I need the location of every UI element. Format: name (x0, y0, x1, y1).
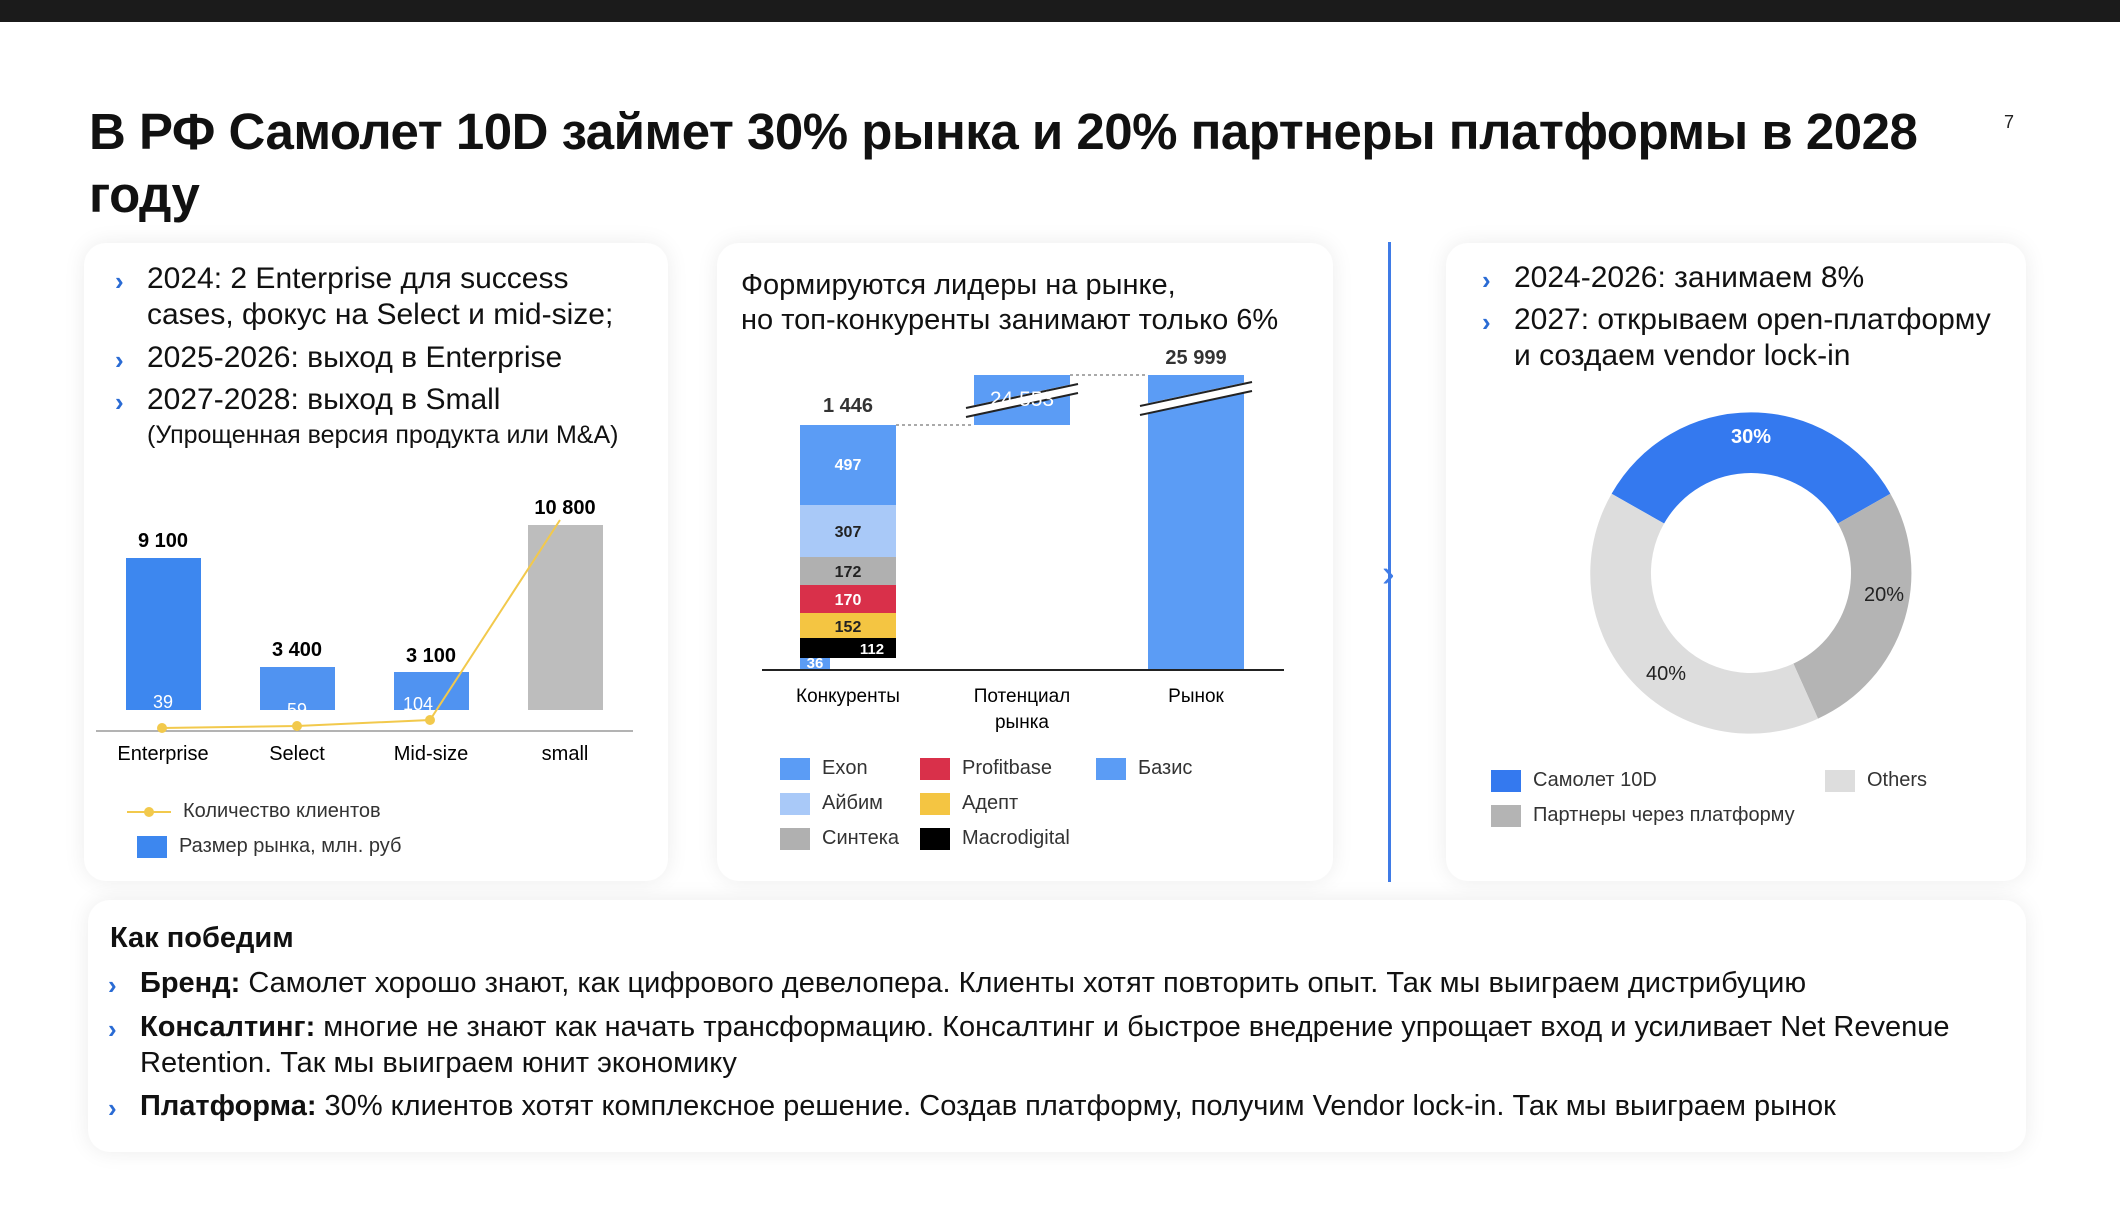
top-bar (0, 0, 2120, 22)
left-bullet-3: › 2027-2028: выход в Small (115, 382, 647, 418)
middle-heading-1: Формируются лидеры на рынке, (741, 269, 1176, 301)
chevron-right-icon: › (108, 1014, 117, 1044)
legend-market-size: Размер рынка, млн. руб (137, 835, 401, 858)
total-potential: 24 553 (990, 388, 1054, 411)
seg-adept-label: 152 (835, 619, 862, 636)
legend-profitbase: Profitbase (920, 757, 1052, 780)
chevron-right-icon: › (115, 345, 124, 375)
break-mark-2b (1139, 390, 1253, 416)
slice-partners (1793, 493, 1912, 719)
legend-adept: Адепт (920, 792, 1018, 815)
left-bullet-1: › 2024: 2 Enterprise для success cases, … (115, 262, 614, 331)
label-partners: 20% (1864, 584, 1904, 606)
bottom-title: Как победим (110, 922, 294, 954)
legend-samolet: Самолет 10D (1491, 769, 1657, 792)
seg-sinteka-label: 172 (835, 564, 862, 581)
seg-adept (800, 613, 896, 638)
label-enterprise-clients: 39 (153, 692, 173, 712)
legend-partners: Партнеры через платформу (1491, 804, 1795, 827)
left-sub-note: (Упрощенная версия продукта или M&A) (147, 421, 619, 449)
right-card (1446, 243, 2026, 881)
clients-point-enterprise (157, 723, 167, 733)
seg-aibim (800, 505, 896, 557)
label-enterprise-size: 9 100 (138, 530, 188, 552)
cat-competitors: Конкуренты (796, 686, 900, 707)
break-mark-1 (964, 383, 1080, 417)
bar-enterprise (126, 558, 201, 710)
break-mark-1a (965, 383, 1079, 409)
bottom-item-consulting: › Консалтинг: многие не знают как начать… (108, 1011, 1950, 1079)
seg-profitbase (800, 585, 896, 613)
legend-bazis: Базис (1096, 757, 1192, 780)
legend-sinteka: Синтека (780, 827, 899, 850)
slice-samolet (1611, 412, 1891, 524)
cat-market: Рынок (1168, 686, 1224, 707)
clients-point-midsize (425, 715, 435, 725)
bar-market (1148, 375, 1244, 670)
chevron-right-icon: › (115, 387, 124, 417)
label-midsize-size: 3 100 (406, 645, 456, 667)
clients-point-select (292, 721, 302, 731)
legend-aibim: Айбим (780, 792, 883, 815)
label-select-size: 3 400 (272, 639, 322, 661)
bar-small (528, 525, 603, 710)
legend-line-icon (127, 806, 171, 817)
total-competitors: 1 446 (823, 395, 873, 417)
slice-rest (1590, 493, 1818, 734)
seg-sinteka (800, 557, 896, 585)
seg-bazis (800, 658, 830, 670)
legend-exon: Exon (780, 757, 868, 780)
seg-aibim-label: 307 (835, 524, 862, 541)
seg-exon (800, 425, 896, 505)
chevron-right-icon: › (1382, 553, 1395, 595)
total-market: 25 999 (1165, 347, 1226, 369)
label-midsize-clients: 104 (403, 694, 433, 714)
seg-macrodigital (800, 638, 896, 658)
middle-heading-2: но топ-конкуренты занимают только 6% (741, 304, 1279, 336)
break-mark-2a (1139, 381, 1253, 407)
bottom-item-platform: › Платформа: 30% клиентов хотят комплекс… (108, 1088, 2000, 1124)
label-small-size: 10 800 (534, 497, 595, 519)
legend-macrodigital: Macrodigital (920, 827, 1070, 850)
section-divider (1388, 242, 1391, 882)
clients-line (161, 519, 561, 729)
legend-clients: Количество клиентов (127, 800, 381, 823)
cat-select: Select (269, 743, 325, 765)
chevron-right-icon: › (108, 1093, 117, 1123)
bar-select (260, 667, 335, 710)
left-bullet-2: › 2025-2026: выход в Enterprise (115, 340, 647, 376)
market-size-chart: 9 100 3 400 3 100 10 800 39 59 104 Enter… (96, 497, 633, 765)
page-number: 7 (2004, 112, 2015, 132)
page-title: В РФ Самолет 10D займет 30% рынка и 20% … (89, 103, 1918, 223)
break-mark-2 (1138, 381, 1254, 415)
competitors-chart: 497 307 172 170 152 112 36 1 446 24 553 … (762, 347, 1284, 733)
chevron-right-icon: › (115, 266, 124, 296)
seg-exon-label: 497 (835, 457, 862, 474)
seg-macrodigital-label: 112 (860, 641, 884, 658)
seg-bazis-label: 36 (807, 655, 824, 672)
right-bullet-1: › 2024-2026: занимаем 8% (1482, 260, 2014, 296)
break-mark-1b (965, 392, 1079, 418)
bottom-item-brand: › Бренд: Самолет хорошо знают, как цифро… (108, 965, 2000, 1001)
label-others: 40% (1646, 663, 1686, 685)
cat-midsize: Mid-size (394, 743, 468, 765)
seg-profitbase-label: 170 (835, 592, 862, 609)
cat-potential: Потенциал (974, 686, 1071, 707)
chevron-right-icon: › (1482, 307, 1491, 337)
chevron-right-icon: › (1482, 265, 1491, 295)
chevron-right-icon: › (108, 970, 117, 1000)
label-select-clients: 59 (287, 700, 307, 720)
bottom-card (88, 900, 2026, 1152)
cat-enterprise: Enterprise (117, 743, 208, 765)
cat-potential-line2: рынка (995, 712, 1049, 733)
right-bullet-2: › 2027: открываем open-платформу и созда… (1482, 303, 1991, 372)
share-donut-chart: 30% 20% 40% (1590, 412, 1912, 734)
cat-small: small (542, 743, 589, 765)
legend-others: Others (1825, 769, 1927, 792)
label-samolet: 30% (1731, 426, 1771, 448)
